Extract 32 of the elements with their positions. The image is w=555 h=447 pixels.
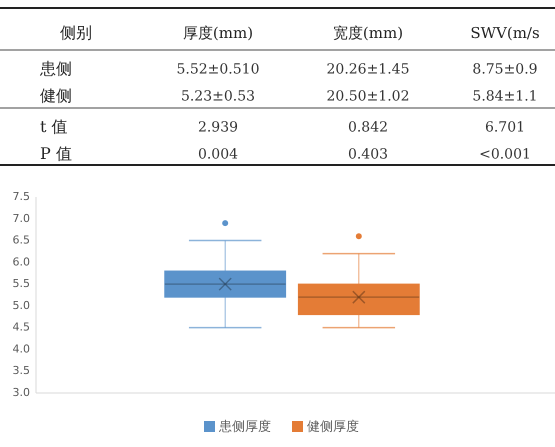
text: 5.23±0.53 bbox=[180, 88, 256, 105]
text: 0.842 bbox=[348, 120, 388, 136]
text: 8.75±0.9 bbox=[472, 62, 538, 78]
category-label: 健侧 bbox=[40, 86, 72, 106]
category-label: 患侧 bbox=[40, 59, 72, 78]
y-tick-label: 5.0 bbox=[12, 298, 30, 312]
y-tick-label: 3.0 bbox=[12, 386, 30, 400]
category-label: SWV(m/s bbox=[470, 24, 540, 42]
text: 5.84±1.1 bbox=[472, 88, 538, 105]
text: 侧别 bbox=[60, 23, 92, 42]
text: 0.004 bbox=[198, 146, 238, 163]
y-tick-label: 3.5 bbox=[12, 364, 30, 378]
category-label: P 值 bbox=[40, 144, 72, 164]
legend-label: 患侧厚度 bbox=[218, 418, 271, 435]
text: <0.001 bbox=[479, 146, 531, 163]
y-tick-label: 7.5 bbox=[12, 190, 30, 204]
category-label: 厚度(mm) bbox=[182, 24, 254, 42]
text: 6.701 bbox=[484, 120, 526, 136]
y-tick-label: 6.5 bbox=[12, 234, 30, 247]
text: 5.52±0.510 bbox=[176, 62, 260, 78]
category-label: t 值 bbox=[40, 117, 68, 136]
category-label: 宽度(mm) bbox=[332, 24, 404, 42]
text: 20.26±1.45 bbox=[326, 62, 410, 78]
text: 0.403 bbox=[348, 146, 388, 163]
text: 2.939 bbox=[198, 120, 238, 136]
y-tick-label: 5.5 bbox=[12, 277, 30, 290]
y-tick-label: 7.0 bbox=[12, 212, 30, 225]
y-tick-label: 6.0 bbox=[12, 255, 30, 268]
legend-label: 健侧厚度 bbox=[307, 418, 359, 435]
y-tick-label: 4.5 bbox=[12, 320, 30, 334]
text: 20.50±1.02 bbox=[326, 88, 410, 105]
y-tick-label: 4.0 bbox=[12, 342, 30, 356]
